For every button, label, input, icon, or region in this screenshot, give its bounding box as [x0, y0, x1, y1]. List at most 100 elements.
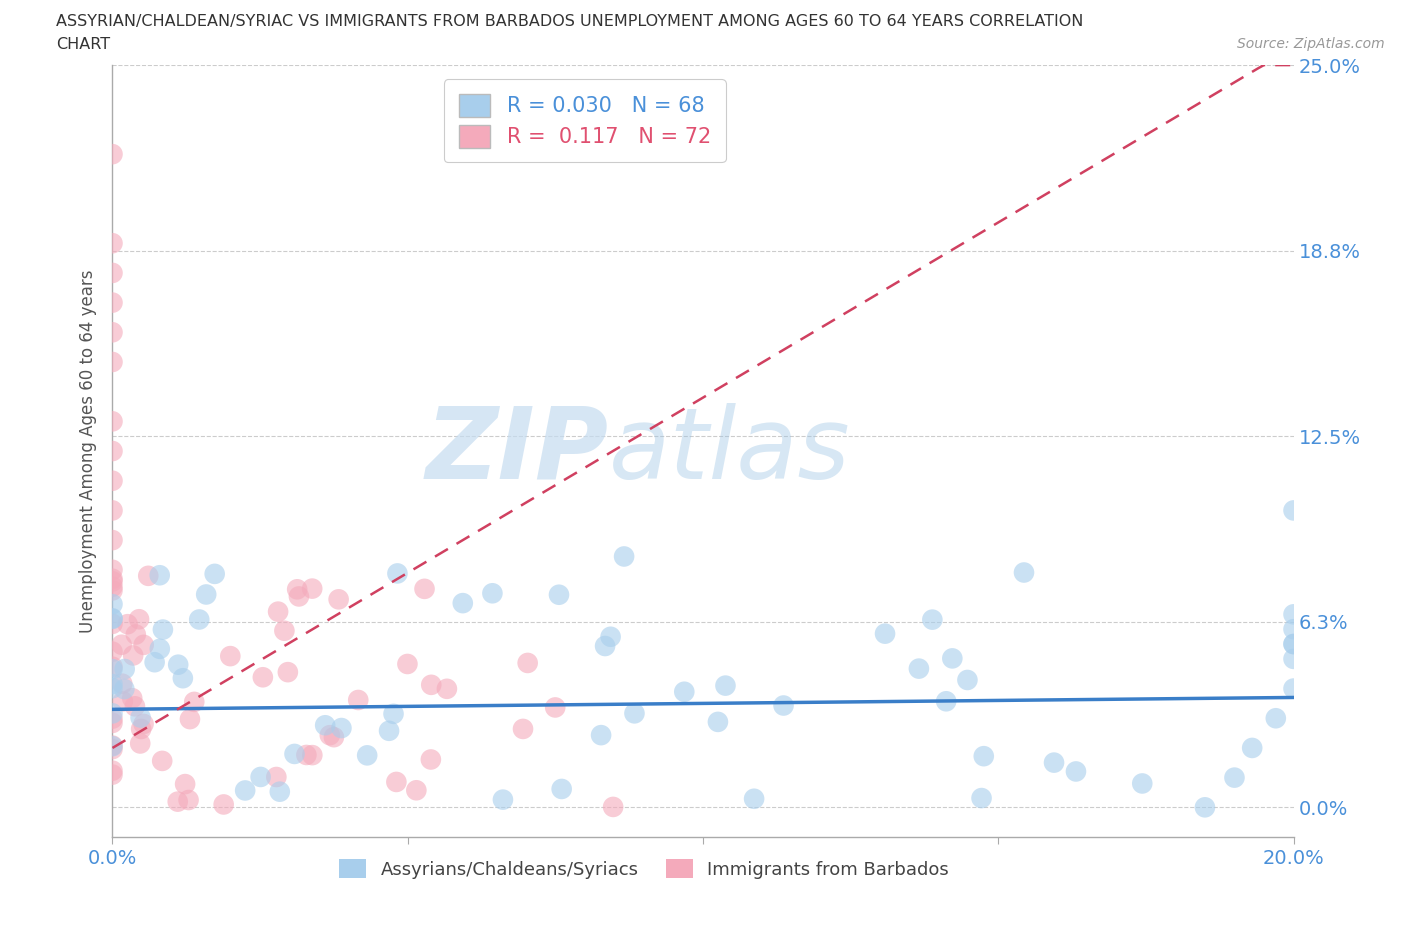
- Point: [873, 626, 896, 641]
- Point: [419, 752, 441, 767]
- Point: [599, 630, 621, 644]
- Point: [101, 611, 124, 626]
- Point: [1282, 637, 1305, 652]
- Point: [149, 642, 172, 657]
- Point: [121, 691, 143, 706]
- Point: [132, 716, 155, 731]
- Point: [136, 568, 159, 583]
- Point: [252, 670, 274, 684]
- Point: [101, 579, 124, 594]
- Point: [101, 706, 124, 721]
- Point: [101, 617, 124, 631]
- Point: [328, 591, 350, 606]
- Point: [707, 714, 730, 729]
- Point: [921, 612, 943, 627]
- Point: [908, 661, 931, 676]
- Point: [322, 730, 344, 745]
- Point: [516, 656, 538, 671]
- Point: [385, 775, 408, 790]
- Point: [330, 721, 353, 736]
- Point: [111, 637, 134, 652]
- Point: [295, 748, 318, 763]
- Point: [233, 783, 256, 798]
- Point: [101, 533, 124, 548]
- Point: [101, 681, 124, 696]
- Point: [111, 694, 134, 709]
- Point: [420, 677, 443, 692]
- Point: [101, 563, 124, 578]
- Point: [396, 657, 419, 671]
- Point: [548, 588, 571, 603]
- Point: [1130, 776, 1153, 790]
- Point: [714, 678, 737, 693]
- Point: [150, 753, 173, 768]
- Point: [1064, 764, 1087, 779]
- Point: [111, 676, 134, 691]
- Point: [183, 695, 205, 710]
- Point: [288, 589, 311, 604]
- Point: [101, 611, 124, 626]
- Point: [1282, 681, 1305, 696]
- Point: [772, 698, 794, 713]
- Point: [101, 473, 124, 488]
- Point: [101, 711, 124, 726]
- Point: [266, 769, 288, 784]
- Point: [143, 655, 166, 670]
- Point: [219, 649, 242, 664]
- Point: [249, 769, 271, 784]
- Point: [267, 604, 290, 619]
- Point: [152, 622, 174, 637]
- Point: [285, 582, 308, 597]
- Point: [101, 767, 124, 782]
- Point: [269, 784, 291, 799]
- Text: ZIP: ZIP: [426, 403, 609, 499]
- Point: [101, 715, 124, 730]
- Point: [101, 325, 124, 339]
- Point: [550, 781, 572, 796]
- Point: [544, 700, 567, 715]
- Point: [101, 147, 124, 162]
- Point: [1264, 711, 1286, 725]
- Point: [1012, 565, 1035, 580]
- Point: [956, 672, 979, 687]
- Point: [101, 644, 124, 659]
- Point: [101, 764, 124, 778]
- Y-axis label: Unemployment Among Ages 60 to 64 years: Unemployment Among Ages 60 to 64 years: [79, 270, 97, 632]
- Point: [1282, 622, 1305, 637]
- Point: [101, 295, 124, 310]
- Point: [195, 587, 218, 602]
- Point: [512, 722, 534, 737]
- Point: [179, 711, 201, 726]
- Point: [319, 728, 342, 743]
- Point: [101, 661, 124, 676]
- Point: [1194, 800, 1216, 815]
- Point: [413, 581, 436, 596]
- Point: [481, 586, 503, 601]
- Point: [591, 727, 613, 742]
- Point: [941, 651, 963, 666]
- Point: [101, 236, 124, 251]
- Point: [101, 444, 124, 458]
- Point: [101, 741, 124, 756]
- Point: [101, 659, 124, 674]
- Point: [125, 627, 148, 642]
- Point: [101, 574, 124, 589]
- Point: [212, 797, 235, 812]
- Point: [623, 706, 645, 721]
- Point: [101, 265, 124, 280]
- Point: [347, 693, 370, 708]
- Point: [492, 792, 515, 807]
- Point: [167, 658, 190, 672]
- Point: [129, 722, 152, 737]
- Point: [117, 617, 139, 631]
- Point: [613, 549, 636, 564]
- Point: [101, 571, 124, 586]
- Point: [451, 596, 474, 611]
- Point: [129, 736, 152, 751]
- Point: [1282, 503, 1305, 518]
- Point: [128, 612, 150, 627]
- Point: [387, 566, 409, 581]
- Point: [283, 747, 305, 762]
- Point: [177, 792, 200, 807]
- Point: [101, 583, 124, 598]
